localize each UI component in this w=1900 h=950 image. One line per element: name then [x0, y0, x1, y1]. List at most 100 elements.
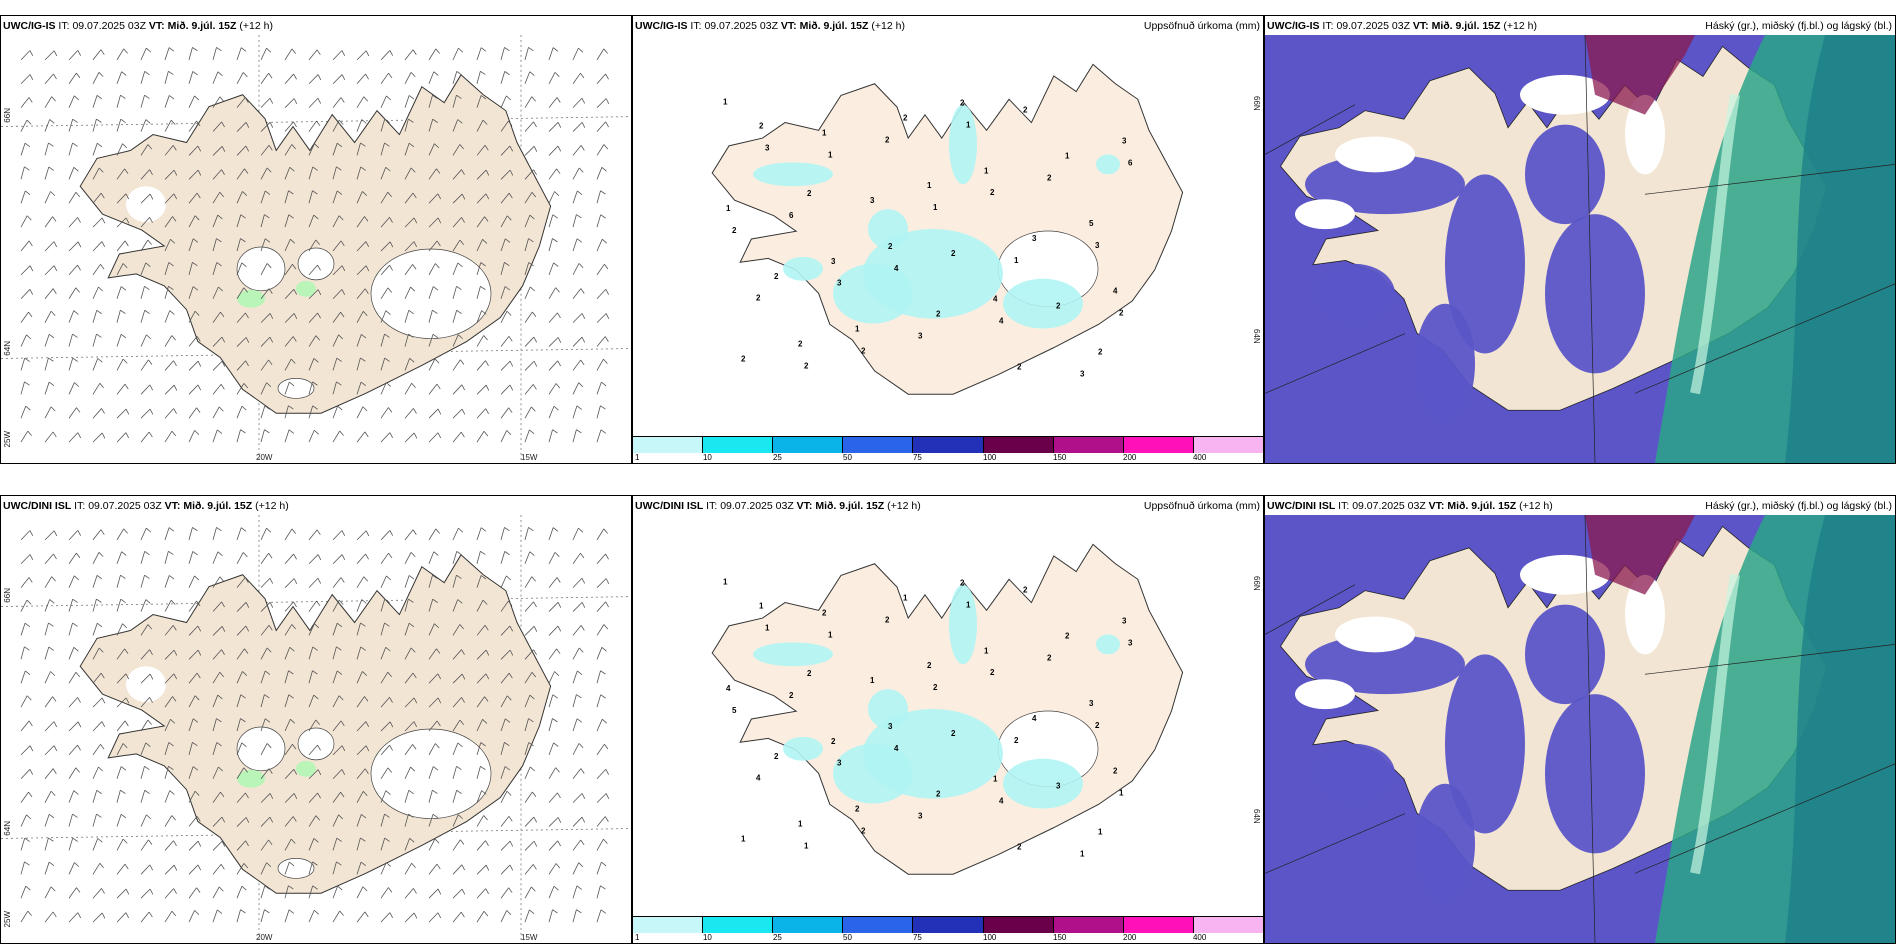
wind-barb	[452, 697, 462, 708]
wind-barb	[548, 767, 557, 779]
wind-barb-flag	[528, 742, 534, 747]
wind-barb	[452, 888, 463, 899]
wind-barb	[308, 838, 315, 851]
wind-barb-flag	[532, 311, 537, 318]
wind-barb-flag	[504, 71, 510, 76]
precip-patch	[296, 760, 316, 777]
wind-barb-flag	[556, 648, 561, 654]
wind-barb	[476, 216, 485, 228]
wind-barb-flag	[144, 285, 150, 290]
wind-barb	[284, 239, 291, 252]
wind-barb-flag	[240, 694, 246, 699]
wind-barb-flag	[124, 240, 129, 247]
wind-barb-flag	[461, 864, 466, 871]
wind-barb	[308, 623, 315, 636]
wind-barb-flag	[268, 768, 273, 774]
coastline-projection	[1265, 104, 1895, 394]
wind-barb	[452, 431, 462, 443]
wind-barb-flag	[291, 624, 296, 630]
wind-barb	[44, 721, 55, 732]
wind-barb	[404, 697, 415, 708]
wind-barb-flag	[506, 215, 512, 221]
wind-barb-flag	[385, 862, 391, 867]
wind-barb-flag	[52, 911, 57, 918]
wind-barb-flag	[410, 766, 416, 772]
wind-barb-flag	[434, 358, 440, 364]
wind-barb-flag	[312, 405, 318, 410]
wind-barb-flag	[28, 720, 33, 727]
wind-barb-flag	[97, 622, 103, 628]
wind-barb-flag	[24, 381, 30, 386]
panel-title: UWC/IG-IS IT: 09.07.2025 03Z VT: Mið. 9.…	[3, 20, 273, 32]
wind-barb	[20, 50, 31, 61]
wind-barb	[548, 648, 557, 660]
wind-barb	[404, 863, 413, 875]
wind-barb-flag	[293, 98, 298, 105]
wind-barb	[284, 190, 289, 204]
wind-barb-flag	[504, 766, 511, 771]
wind-barb-flag	[580, 625, 585, 631]
cloud-map[interactable]	[1265, 515, 1895, 943]
wind-barb-flag	[317, 554, 322, 561]
wind-barb-flag	[49, 119, 55, 124]
wind-barb-flag	[485, 384, 490, 391]
wind-barb-flag	[504, 551, 510, 556]
wind-barb	[308, 769, 319, 780]
wind-barb	[524, 527, 529, 540]
wind-barb	[116, 575, 121, 588]
wind-barb	[164, 119, 172, 132]
wind-barb-flag	[241, 47, 247, 52]
wind-barb	[236, 383, 245, 395]
wind-barb-flag	[120, 813, 127, 819]
wind-barb-flag	[484, 216, 489, 222]
precip-value-label: 1	[966, 121, 971, 130]
wind-map[interactable]	[1, 35, 631, 463]
wind-barb	[20, 769, 31, 780]
wind-barb-flag	[264, 214, 270, 219]
wind-barb	[500, 120, 509, 132]
wind-barb-flag	[432, 574, 438, 579]
wind-barb-flag	[313, 694, 319, 700]
wind-barb	[212, 146, 223, 156]
wind-barb	[284, 816, 294, 827]
wind-barb	[116, 286, 122, 299]
heavy-cloud-patch	[1585, 35, 1695, 115]
wind-barb	[284, 909, 290, 923]
lat-label-66: 66N	[3, 588, 12, 603]
wind-barb	[92, 672, 102, 684]
colorbar-segment	[633, 437, 704, 453]
wind-barb	[356, 696, 365, 708]
cloud-map[interactable]	[1265, 35, 1895, 463]
wind-barb	[188, 791, 196, 803]
wind-barb	[20, 215, 28, 228]
colorbar-segment	[843, 917, 914, 933]
wind-barb	[212, 649, 222, 660]
wind-barb	[44, 216, 53, 228]
wind-barb	[20, 74, 31, 85]
wind-map[interactable]	[1, 515, 631, 943]
precip-value-label: 2	[789, 691, 794, 700]
wind-barb-flag	[26, 695, 32, 701]
wind-barb	[284, 336, 294, 347]
wind-barb-flag	[413, 888, 417, 894]
wind-barb-flag	[461, 673, 466, 680]
wind-barb	[92, 383, 101, 395]
precip-value-label: 2	[1113, 767, 1118, 776]
wind-barb	[404, 623, 410, 636]
precip-value-label: 5	[732, 706, 737, 715]
wind-barb-flag	[362, 311, 368, 316]
precip-value-label: 2	[798, 339, 803, 348]
wind-barb-flag	[317, 792, 321, 799]
wind-barb	[596, 694, 602, 708]
wind-barb	[164, 673, 175, 684]
glacier-hofsjokull	[297, 727, 335, 761]
wind-barb-flag	[217, 909, 223, 914]
wind-barb-flag	[364, 216, 369, 222]
wind-barb	[116, 814, 122, 827]
wind-barb-flag	[461, 888, 466, 895]
wind-panel-bottom: UWC/DINI ISL IT: 09.07.2025 03Z VT: Mið.…	[0, 495, 632, 944]
wind-barb	[260, 602, 271, 612]
wind-barb-flag	[121, 71, 127, 76]
